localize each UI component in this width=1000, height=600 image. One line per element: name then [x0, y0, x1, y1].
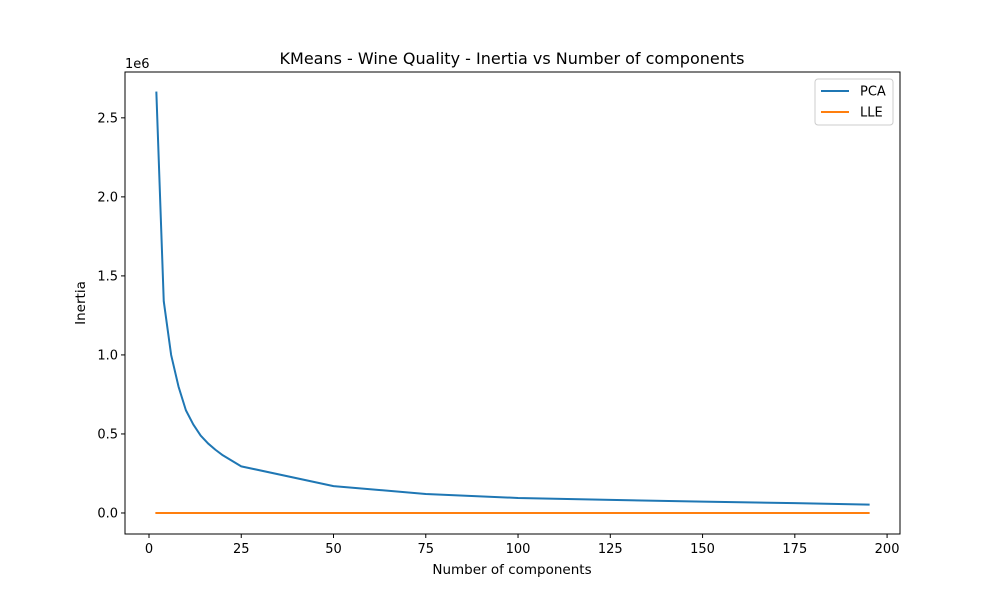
x-tick-label: 200 — [875, 542, 900, 557]
y-axis-label: Inertia — [73, 281, 89, 325]
series-layer — [155, 91, 870, 514]
x-tick-label: 125 — [598, 542, 623, 557]
x-tick-label: 175 — [782, 542, 807, 557]
x-tick-label: 100 — [506, 542, 531, 557]
x-tick-label: 50 — [325, 542, 342, 557]
x-axis: 0 25 50 75 100 125 150 175 200 — [145, 534, 900, 557]
x-axis-label: Number of components — [432, 562, 591, 578]
legend-label-pca: PCA — [860, 85, 886, 100]
y-tick-label: 0.5 — [97, 427, 118, 442]
x-tick-label: 25 — [233, 542, 250, 557]
plot-area — [124, 71, 901, 535]
legend: PCA LLE — [814, 78, 894, 126]
x-tick-label: 150 — [690, 542, 715, 557]
y-tick-label: 1.0 — [97, 348, 118, 363]
legend-label-lle: LLE — [860, 106, 883, 121]
y-axis: 0.0 0.5 1.0 1.5 2.0 2.5 — [97, 111, 125, 521]
y-offset-label: 1e6 — [125, 57, 150, 72]
y-tick-label: 2.5 — [97, 111, 118, 126]
y-tick-label: 2.0 — [97, 190, 118, 205]
y-tick-label: 0.0 — [97, 506, 118, 521]
y-tick-label: 1.5 — [97, 269, 118, 284]
chart-title: KMeans - Wine Quality - Inertia vs Numbe… — [280, 49, 745, 68]
series-line-pca — [155, 91, 870, 506]
x-tick-label: 75 — [418, 542, 435, 557]
x-tick-label: 0 — [145, 542, 153, 557]
